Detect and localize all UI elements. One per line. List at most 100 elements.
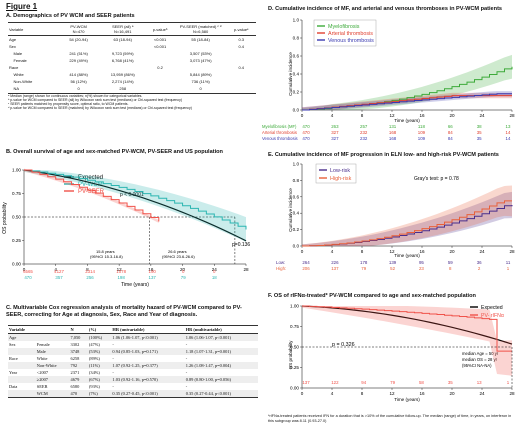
x-tick-label: 8 xyxy=(86,267,89,272)
risk-count: 137 xyxy=(149,275,157,280)
cox-cell: Non-White xyxy=(36,363,57,368)
demographics-cell: 13,959 (86%) xyxy=(110,72,135,77)
x-tick-label: 4 xyxy=(331,391,334,396)
risk-count: 1078 xyxy=(116,269,126,274)
col-variable: Variable xyxy=(9,26,24,32)
figure-title: Figure 1 xyxy=(6,2,38,11)
demographics-cell: 2,274 (14%) xyxy=(111,79,134,84)
y-tick-label: 0.2 xyxy=(293,227,300,232)
demographics-cell: 6,768 (41%) xyxy=(111,58,134,63)
panel-a-title: A. Demographics of PV WCM and SEER patie… xyxy=(6,13,135,19)
cox-cell: (47%) xyxy=(88,342,100,347)
risk-count: 357 xyxy=(55,275,63,280)
cox-cell: <2007 xyxy=(36,370,49,375)
cox-cell: 0.94 (0.85-1.03, p=0.171) xyxy=(112,349,158,354)
risk-count: 470 xyxy=(302,130,310,135)
cox-cell xyxy=(8,376,36,383)
y-tick-label: 0.00 xyxy=(290,386,299,391)
f-ylabel: OS probability xyxy=(288,340,293,370)
risk-count: 137 xyxy=(331,266,339,271)
panel-c-title: C. Multivariable Cox regression analysis… xyxy=(6,305,242,318)
demographics-note: ᶜ SEER patients matched by propensity sc… xyxy=(8,102,129,106)
demographics-cell xyxy=(226,57,256,64)
cox-cell: (34%) xyxy=(88,370,100,375)
demographics-row: Sex <0.001 0.4 xyxy=(8,43,256,50)
col-matched: PV-SEER (matched) ᶜ ᵈ xyxy=(179,24,222,29)
x-tick-label: 0 xyxy=(23,267,26,272)
f-xlabel: Time (years) xyxy=(394,397,420,402)
risk-count: 109 xyxy=(418,130,426,135)
risk-count: 2314 xyxy=(85,269,95,274)
cox-header: HR (multivariable) xyxy=(185,327,222,332)
demographics-cell: 0.4 xyxy=(238,44,245,49)
risk-count: 178 xyxy=(360,260,368,265)
demographics-cell: <0.001 xyxy=(153,44,167,49)
cox-cell: (93%) xyxy=(88,384,100,389)
risk-count: 35 xyxy=(477,136,482,141)
ci-band xyxy=(24,170,246,242)
x-tick-label: 24 xyxy=(479,249,485,254)
col-wcm-n: N=470 xyxy=(72,29,85,34)
cox-cell: (89%) xyxy=(88,356,100,361)
median-seer-ci: (95%CI 15.3-16.8) xyxy=(90,254,123,259)
risk-count: 14 xyxy=(506,130,511,135)
median-wcm: 26.6 years xyxy=(168,249,187,254)
demographics-cell xyxy=(175,43,227,50)
cox-cell: 4679 xyxy=(70,377,80,382)
risk-count: 95 xyxy=(419,260,424,265)
risk-count: 264 xyxy=(302,260,310,265)
cox-cell xyxy=(36,334,70,342)
risk-count: 168 xyxy=(389,136,397,141)
risk-count: 11 xyxy=(506,260,511,265)
risk-label: Myelofibrosis (MF) xyxy=(262,124,297,129)
risk-count: 206 xyxy=(302,266,310,271)
legend-low-risk: Low-risk xyxy=(330,168,350,174)
cox-cell: Male xyxy=(36,349,46,354)
p-value-side: p=0.136 xyxy=(232,242,250,248)
risk-count: 232 xyxy=(360,136,368,141)
legend-pv-wcm: PV-WCM xyxy=(78,182,103,188)
y-tick-label: 1.00 xyxy=(290,304,299,309)
risk-count: 131 xyxy=(389,124,397,129)
demographics-cell: 3,073 (47%) xyxy=(189,58,212,63)
x-tick-label: 28 xyxy=(243,267,249,272)
cox-cell: - xyxy=(112,384,114,389)
cox-header xyxy=(36,326,70,334)
y-tick-label: 0.25 xyxy=(12,238,21,243)
y-tick-label: 1.0 xyxy=(293,18,300,23)
col-p2: p-valueᵉ xyxy=(233,26,249,32)
x-tick-label: 16 xyxy=(419,249,425,254)
risk-count: 8 xyxy=(449,266,452,271)
risk-count: 137 xyxy=(302,380,310,385)
demographics-cell: 55 (18-84) xyxy=(191,37,210,42)
cox-cell: (67%) xyxy=(88,377,100,382)
demographics-cell: 229 (49%) xyxy=(69,58,88,63)
demographics-row: Female 229 (49%) 6,768 (41%) 3,073 (47%) xyxy=(8,57,256,64)
risk-count: 59 xyxy=(448,260,453,265)
y-tick-label: 0.6 xyxy=(293,194,300,199)
demographics-cell: 0.2 xyxy=(157,65,163,70)
legend-high-risk: High-risk xyxy=(330,176,352,182)
demographics-cell xyxy=(175,64,227,71)
demographics-cell: <0.001 xyxy=(153,37,167,42)
risk-count: 168 xyxy=(389,130,397,135)
demographics-cell xyxy=(145,71,174,78)
y-tick-label: 0.75 xyxy=(290,324,299,329)
demographics-row: Age 54 (20-94) 63 (18-94) <0.001 55 (18-84) 0… xyxy=(8,36,256,44)
demographics-cell: Non-White xyxy=(9,79,33,84)
y-tick-label: 0.6 xyxy=(293,54,300,59)
risk-count: 1 xyxy=(507,380,510,385)
cox-cell xyxy=(8,390,36,398)
demographics-row: Male 241 (51%) 9,723 (59%) 3,507 (53%) xyxy=(8,50,256,57)
demographics-cell: Male xyxy=(9,51,23,56)
ci-band xyxy=(24,168,159,223)
cox-cell: 0.89 (0.80-1.00, p=0.056) xyxy=(185,377,231,382)
demographics-cell: 414 (88%) xyxy=(69,72,88,77)
demographics-cell xyxy=(57,64,100,71)
p-value-main: p < 0.0001 xyxy=(120,192,144,198)
x-tick-label: 16 xyxy=(419,113,425,118)
expected-curve xyxy=(301,305,513,345)
demographics-cell: 0.3 xyxy=(238,37,245,42)
cox-cell: (11%) xyxy=(88,363,100,368)
cox-header: (%) xyxy=(88,327,97,332)
